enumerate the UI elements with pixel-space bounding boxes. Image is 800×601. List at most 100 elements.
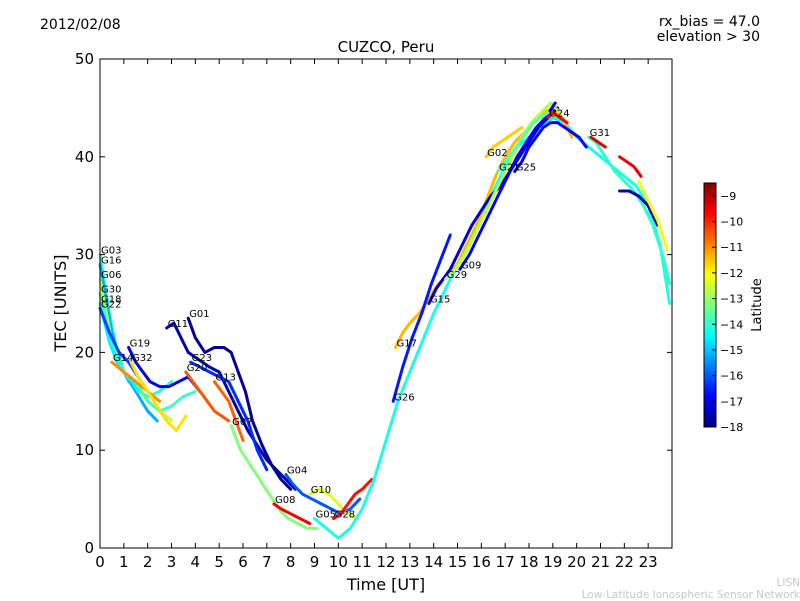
x-tick-label: 22 xyxy=(615,553,634,571)
series-label-g26: G26 xyxy=(394,392,414,403)
series-label-g25: G25 xyxy=(516,163,536,174)
series-label-g18: G18 xyxy=(101,295,121,306)
chart-title: CUZCO, Peru xyxy=(338,38,435,56)
colorbar-tick-label: −10 xyxy=(720,216,743,229)
axis-layer: 0 1 2 3 4 5 6 7 8 9 10 11 12 13 14 15 16 17 18 19 20 21 22 2301… xyxy=(75,50,672,571)
colorbar: −18 −17 −16 −15 −14 −13 −12 −11 −10 −9 Latitude xyxy=(703,182,765,434)
series-label-g29: G29 xyxy=(447,270,467,281)
x-tick-label: 14 xyxy=(424,553,443,571)
series-label-g15: G15 xyxy=(430,295,450,306)
x-tick-label: 18 xyxy=(519,553,538,571)
x-tick-label: 8 xyxy=(286,553,296,571)
y-axis-label: TEC [UNITS] xyxy=(51,255,70,353)
series-line-g21 xyxy=(496,111,550,173)
y-tick-label: 0 xyxy=(84,539,94,557)
credit-network: Low-Latitude Ionospheric Sensor Network xyxy=(581,589,800,601)
credit-acronym: LISN xyxy=(776,577,800,589)
series-label-g06: G06 xyxy=(101,270,121,281)
series-line-g19 xyxy=(127,346,202,393)
series-line-unlabeled-33 xyxy=(637,179,669,252)
colorbar-tick-label: −11 xyxy=(720,241,743,254)
plot-frame xyxy=(99,58,673,549)
colorbar-tick-label: −16 xyxy=(720,370,743,383)
series-line-g09 xyxy=(458,101,557,271)
series-line-g04 xyxy=(284,473,362,516)
series-layer xyxy=(98,101,672,540)
x-tick-label: 0 xyxy=(95,553,105,571)
colorbar-label: Latitude xyxy=(750,278,765,332)
rx-bias-label: rx_bias = 47.0 xyxy=(658,14,760,30)
series-line-g31 xyxy=(587,135,672,286)
series-line-unlabeled-32 xyxy=(618,189,660,227)
series-line-g20 xyxy=(184,370,231,423)
series-label-g19: G19 xyxy=(130,339,150,350)
x-tick-label: 3 xyxy=(167,553,177,571)
series-line-g28 xyxy=(332,478,374,521)
x-tick-label: 20 xyxy=(567,553,586,571)
elevation-label: elevation > 30 xyxy=(656,29,760,45)
series-line-g15 xyxy=(427,106,560,305)
x-tick-label: 19 xyxy=(543,553,562,571)
series-label-g28: G28 xyxy=(335,510,355,521)
series-label-g04: G04 xyxy=(287,466,307,477)
x-tick-label: 6 xyxy=(238,553,248,571)
series-line-g02 xyxy=(484,126,524,159)
series-label-g03: G03 xyxy=(101,246,121,257)
series-line-g25 xyxy=(513,121,588,173)
x-tick-label: 12 xyxy=(376,553,395,571)
series-line-g10 xyxy=(308,487,359,521)
series-label-g10: G10 xyxy=(311,485,331,496)
series-label-g31: G31 xyxy=(590,128,610,139)
y-tick-label: 20 xyxy=(75,343,94,361)
x-axis-label: Time [UT] xyxy=(346,575,425,594)
y-tick-label: 30 xyxy=(75,246,94,264)
x-tick-label: 10 xyxy=(329,553,348,571)
x-tick-label: 16 xyxy=(472,553,491,571)
series-label-g13: G13 xyxy=(215,373,235,384)
series-label-g01: G01 xyxy=(189,309,209,320)
series-label-g22: G22 xyxy=(101,299,121,310)
series-line-unlabeled-31 xyxy=(618,155,643,178)
colorbar-tick-label: −12 xyxy=(720,267,743,280)
x-tick-label: 4 xyxy=(191,553,201,571)
colorbar-tick-label: −13 xyxy=(720,293,743,306)
series-line-g05 xyxy=(313,116,672,540)
colorbar-tick-label: −17 xyxy=(720,395,743,408)
series-label-g21: G21 xyxy=(499,163,519,174)
colorbar-ticks: −18 −17 −16 −15 −14 −13 −12 −11 −10 −9 xyxy=(712,190,743,434)
y-tick-label: 50 xyxy=(75,50,94,68)
series-line-g23 xyxy=(189,360,269,472)
series-label-g17: G17 xyxy=(397,339,417,350)
date-label: 2012/02/08 xyxy=(40,17,121,33)
series-label-g20: G20 xyxy=(187,363,207,374)
series-label-g08: G08 xyxy=(275,495,295,506)
x-tick-label: 11 xyxy=(353,553,372,571)
series-line-g08 xyxy=(272,502,312,525)
series-line-g07 xyxy=(229,424,319,530)
series-label-g14: G14 xyxy=(113,353,133,364)
series-label-g16: G16 xyxy=(101,255,121,266)
x-tick-label: 9 xyxy=(310,553,320,571)
series-line-g01 xyxy=(186,316,293,491)
series-label-g32: G32 xyxy=(132,353,152,364)
series-label-g11: G11 xyxy=(168,319,188,330)
y-tick-label: 10 xyxy=(75,441,94,459)
x-tick-label: 2 xyxy=(143,553,153,571)
series-line-g29 xyxy=(444,101,562,281)
series-label-g09: G09 xyxy=(461,260,481,271)
series-label-g30: G30 xyxy=(101,285,121,296)
series-line-g14 xyxy=(110,360,162,403)
y-tick-label: 40 xyxy=(75,148,94,166)
x-tick-label: 5 xyxy=(214,553,224,571)
series-line-g13 xyxy=(212,380,245,442)
series-line-g24 xyxy=(546,111,569,125)
colorbar-tick-label: −15 xyxy=(720,344,743,357)
x-tick-label: 21 xyxy=(591,553,610,571)
colorbar-tick-label: −9 xyxy=(720,190,736,203)
series-label-g02: G02 xyxy=(487,148,507,159)
series-line-g32 xyxy=(129,360,188,433)
series-line-g26 xyxy=(391,233,452,403)
series-line-unlabeled-30 xyxy=(589,135,607,149)
series-label-g07: G07 xyxy=(232,417,252,428)
